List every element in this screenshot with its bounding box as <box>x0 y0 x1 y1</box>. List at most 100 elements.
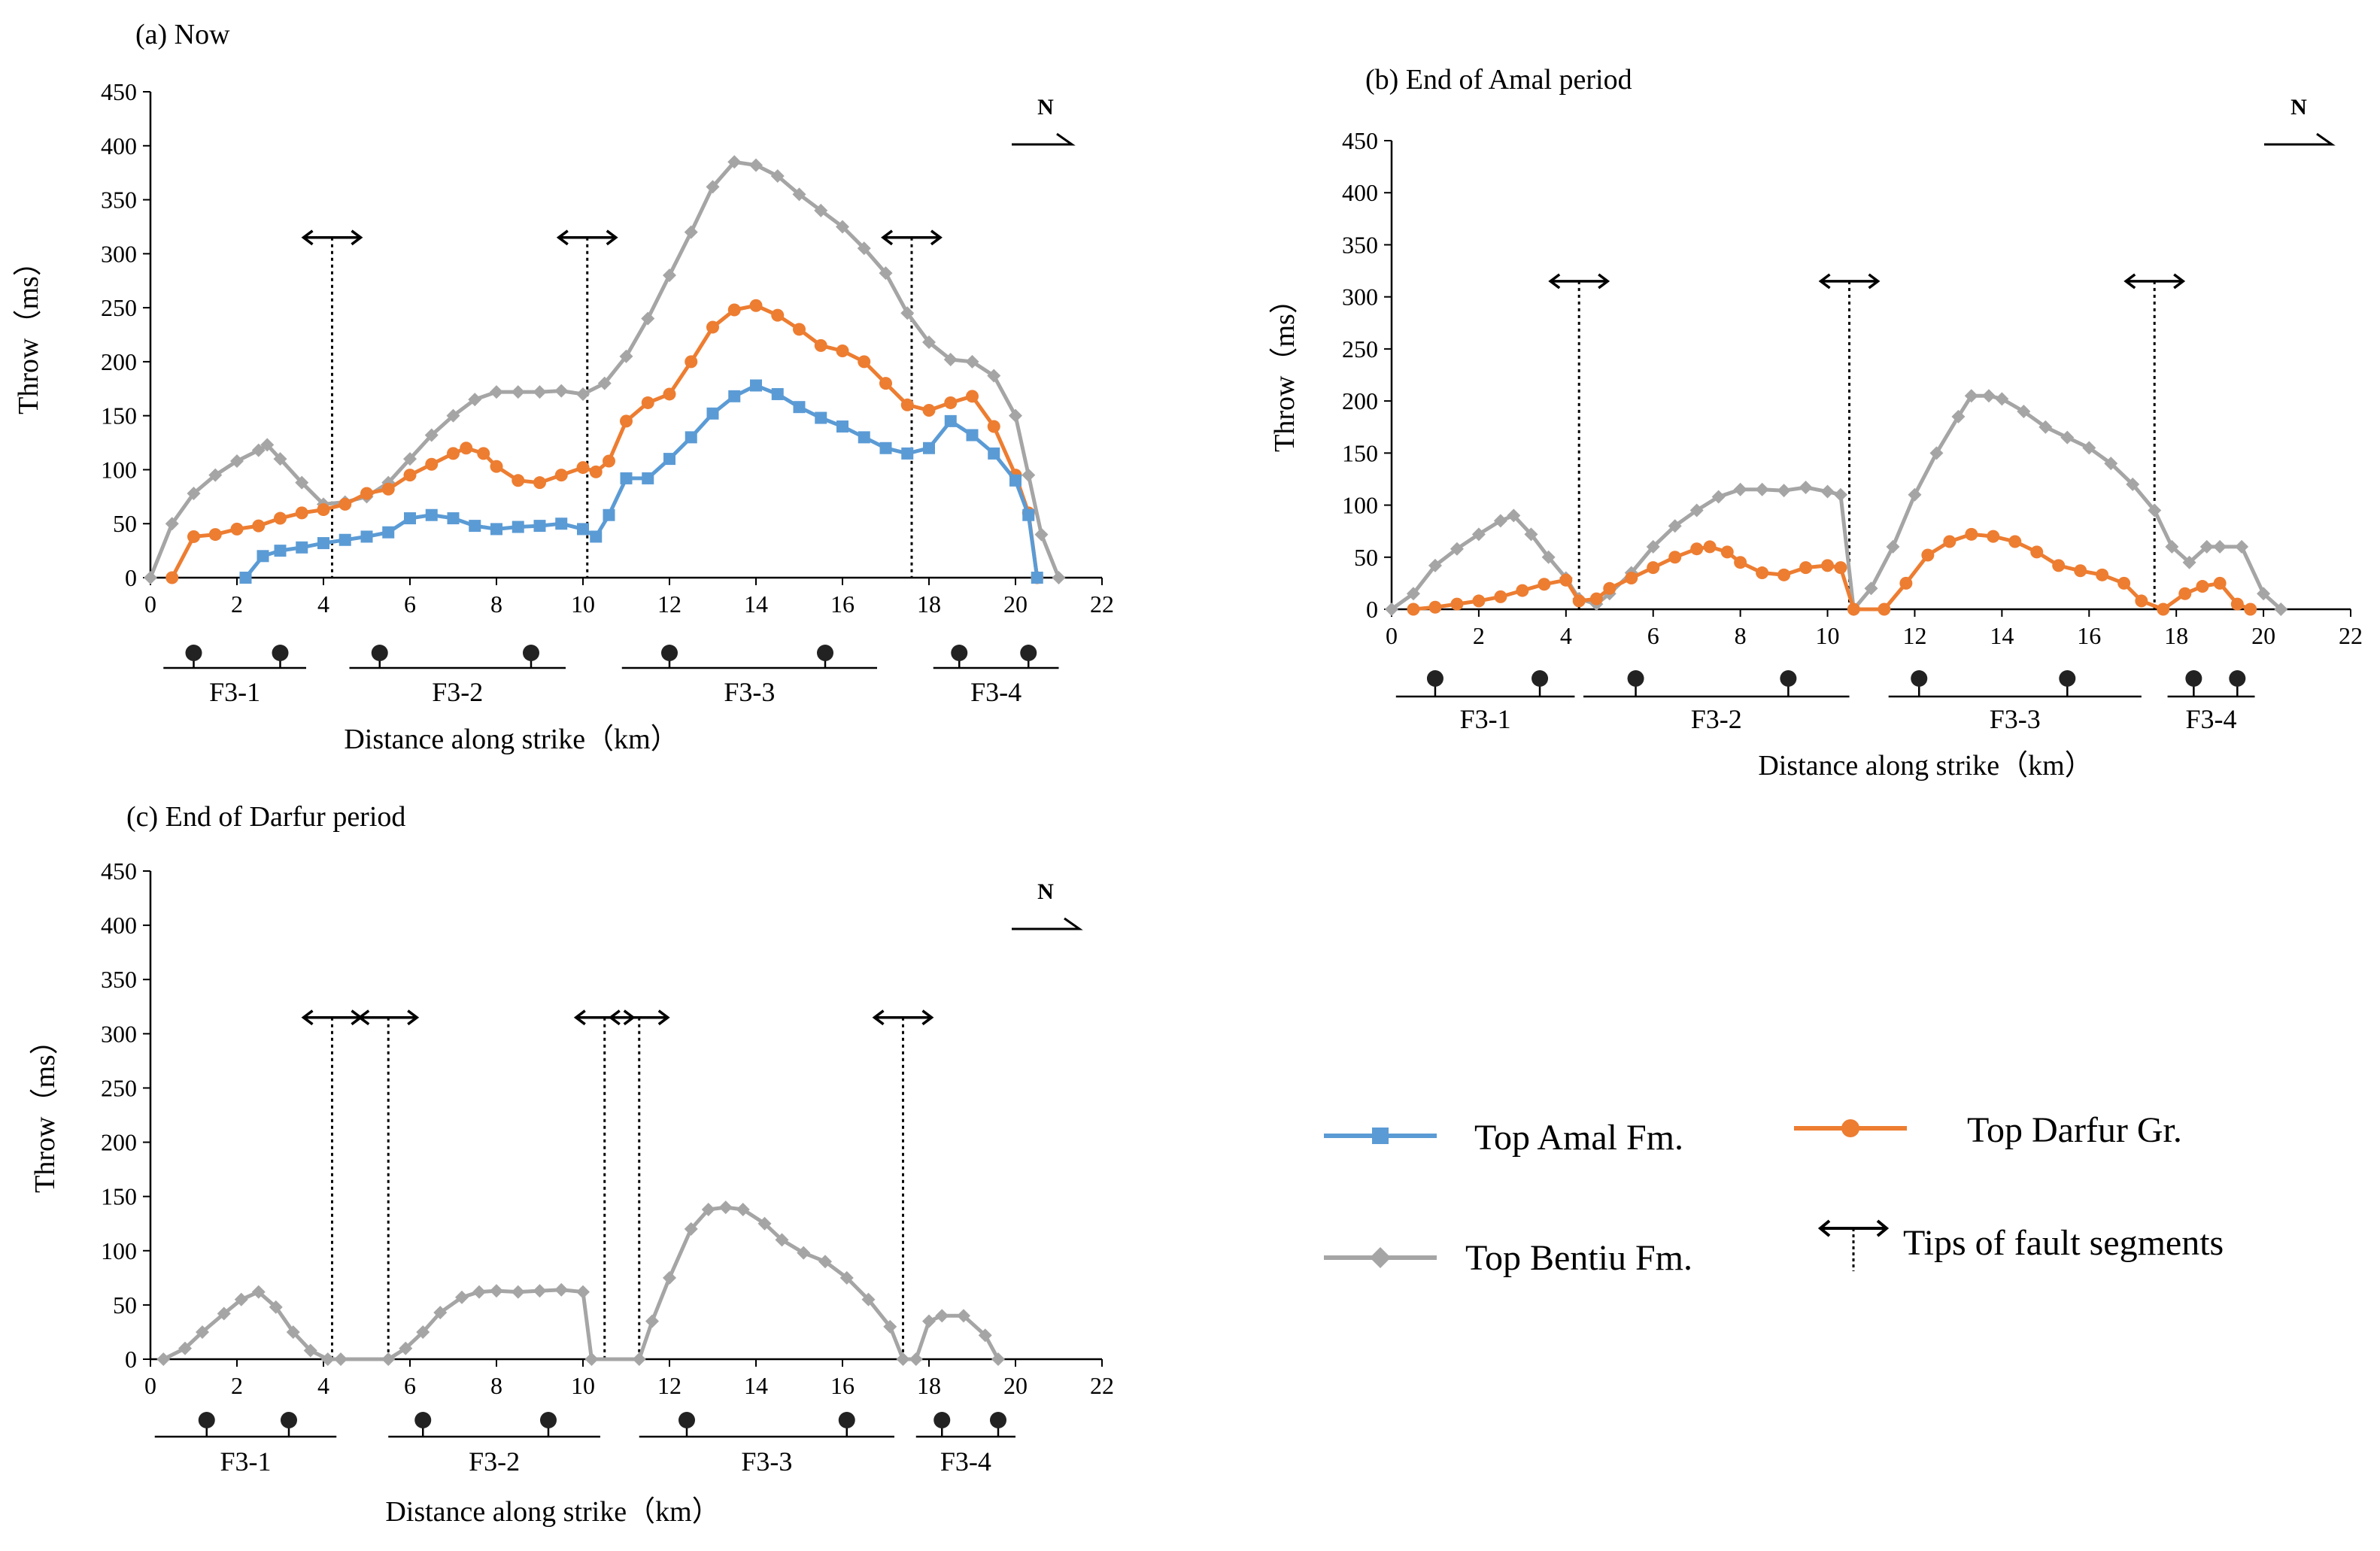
data-point-bentiu <box>260 438 275 452</box>
data-point-bentiu <box>701 1202 715 1216</box>
fault-ball-marker <box>990 1412 1006 1428</box>
data-point-bentiu <box>511 1285 525 1299</box>
data-point-bentiu <box>144 571 157 584</box>
x-tick-label: 4 <box>317 1372 329 1399</box>
data-point-darfur <box>165 571 179 584</box>
panel-b-ylabel: Throw（ms） <box>1269 285 1301 452</box>
data-point-amal <box>1022 508 1035 521</box>
data-point-bentiu <box>718 1200 733 1215</box>
data-point-darfur <box>1734 556 1747 569</box>
fault-ball-marker <box>281 1412 297 1428</box>
y-tick-label: 150 <box>101 402 137 429</box>
data-point-darfur <box>966 390 979 403</box>
data-point-bentiu <box>1711 490 1726 504</box>
data-point-bentiu <box>900 306 915 320</box>
data-point-bentiu <box>490 1284 503 1298</box>
data-point-bentiu <box>736 1202 750 1216</box>
x-tick-label: 6 <box>404 1372 416 1399</box>
panel-c-title: (c) End of Darfur period <box>126 801 405 833</box>
x-tick-label: 22 <box>1090 590 1114 618</box>
data-point-darfur <box>2052 559 2066 572</box>
data-point-bentiu <box>909 1352 923 1366</box>
fault-ball-marker <box>838 1412 855 1428</box>
data-point-darfur <box>879 377 892 390</box>
data-point-darfur <box>295 506 308 520</box>
data-point-bentiu <box>619 349 633 363</box>
data-point-bentiu <box>416 1325 430 1339</box>
data-point-bentiu <box>1981 389 1996 403</box>
data-point-bentiu <box>597 376 612 390</box>
y-tick-label: 350 <box>101 187 137 214</box>
x-tick-label: 2 <box>231 590 243 618</box>
y-tick-label: 50 <box>113 1291 137 1319</box>
data-point-bentiu <box>1833 487 1847 502</box>
data-point-bentiu <box>792 187 806 202</box>
north-label: N <box>1037 95 1054 120</box>
panel-b-title: (b) End of Amal period <box>1365 64 1632 96</box>
data-point-amal <box>815 411 827 424</box>
x-tick-label: 22 <box>2339 622 2363 649</box>
data-point-bentiu <box>757 1216 772 1231</box>
x-tick-label: 0 <box>1386 622 1398 649</box>
data-point-amal <box>360 530 373 543</box>
data-point-bentiu <box>584 1352 599 1366</box>
x-tick-label: 8 <box>490 590 502 618</box>
north-label: N <box>2290 95 2307 120</box>
fault-segment-label: F3-4 <box>2186 704 2237 734</box>
data-point-darfur <box>1407 602 1420 616</box>
panel-c-end-of-darfur: (c) End of Darfur period Distance along … <box>29 801 1114 1528</box>
data-point-bentiu <box>490 385 503 399</box>
data-point-bentiu <box>576 1285 590 1299</box>
data-point-amal <box>1031 572 1043 584</box>
data-point-darfur <box>1777 568 1791 581</box>
data-point-darfur <box>317 503 330 517</box>
data-point-bentiu <box>1493 514 1507 528</box>
data-point-bentiu <box>286 1325 300 1339</box>
x-tick-label: 20 <box>1003 590 1028 618</box>
fault-segment-label: F3-3 <box>741 1446 792 1477</box>
y-tick-label: 450 <box>1342 127 1378 154</box>
x-tick-label: 4 <box>1560 622 1572 649</box>
data-point-darfur <box>1668 551 1682 564</box>
data-point-darfur <box>1703 540 1717 554</box>
y-tick-label: 250 <box>1342 335 1378 363</box>
panel-b-xlabel: Distance along strike（km） <box>1758 750 2093 782</box>
y-tick-label: 250 <box>101 294 137 321</box>
data-point-amal <box>944 414 957 427</box>
data-point-darfur <box>603 454 615 468</box>
data-point-bentiu <box>381 1352 396 1366</box>
data-point-darfur <box>922 403 936 417</box>
x-tick-label: 14 <box>744 590 768 618</box>
data-point-darfur <box>1625 571 1638 584</box>
series-line-darfur <box>170 303 1040 579</box>
data-point-bentiu <box>230 454 244 468</box>
data-point-bentiu <box>1668 519 1682 533</box>
x-tick-label: 6 <box>1647 622 1659 649</box>
data-point-amal <box>274 545 287 557</box>
data-point-amal <box>706 407 719 420</box>
data-point-bentiu <box>706 180 720 194</box>
data-point-darfur <box>447 447 460 460</box>
data-point-amal <box>577 523 589 536</box>
legend-diamond-marker-icon <box>1370 1247 1391 1268</box>
data-point-darfur <box>2135 594 2148 608</box>
data-point-bentiu <box>1820 484 1835 499</box>
panel-a-now: (a) Now Distance along strike（km） Throw（… <box>13 19 1114 755</box>
x-tick-label: 0 <box>144 1372 156 1399</box>
data-point-bentiu <box>965 354 979 369</box>
data-point-bentiu <box>1034 527 1049 542</box>
data-point-bentiu <box>403 452 417 466</box>
data-point-darfur <box>1921 548 1935 562</box>
legend-arrowheads-icon <box>1817 1219 1890 1237</box>
fault-ball-marker <box>272 645 289 661</box>
north-arrow-icon <box>1012 917 1083 930</box>
data-point-bentiu <box>1964 389 1978 403</box>
fault-segment-label: F3-3 <box>724 677 775 707</box>
data-point-bentiu <box>196 1325 209 1339</box>
y-tick-label: 200 <box>101 348 137 375</box>
y-tick-label: 0 <box>125 1346 137 1373</box>
data-point-amal <box>296 541 308 554</box>
data-point-bentiu <box>187 487 201 501</box>
data-point-darfur <box>460 442 473 455</box>
